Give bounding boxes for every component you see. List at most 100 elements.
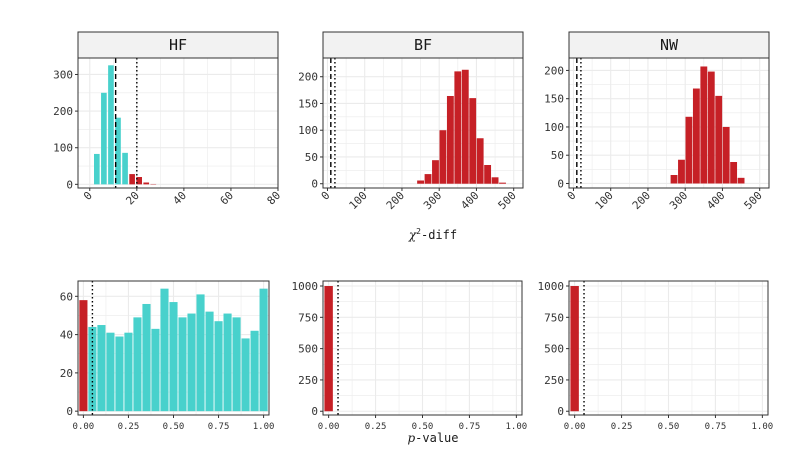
y-tick-label: 50 <box>305 151 318 164</box>
x-tick-label: 0 <box>565 189 579 203</box>
histogram-bar <box>178 317 187 412</box>
x-tick-label: 0 <box>319 189 333 203</box>
histogram-bar <box>461 69 469 184</box>
chi-superscript: 2 <box>416 227 421 236</box>
histogram-bar <box>439 130 447 184</box>
histogram-bar <box>469 98 477 184</box>
histogram-bar <box>122 152 128 185</box>
panel-background <box>323 58 523 188</box>
y-tick-label: 250 <box>544 374 564 387</box>
facet-strip <box>568 31 770 59</box>
histogram-bar <box>722 126 730 184</box>
x-tick-label: 0.00 <box>318 422 340 432</box>
panel-background <box>569 58 769 188</box>
y-tick-label: 300 <box>53 68 73 81</box>
y-tick-label: 750 <box>298 311 318 324</box>
histogram-bar <box>685 116 693 184</box>
y-tick-label: 200 <box>298 71 318 84</box>
x-tick-label: 1.00 <box>752 422 774 432</box>
histogram-bar <box>324 286 333 412</box>
y-tick-label: 60 <box>60 290 73 303</box>
histogram-bar <box>205 311 214 412</box>
y-tick-label: 250 <box>298 374 318 387</box>
x-tick-label: 100 <box>347 189 370 212</box>
panel-bf: BF 0 50 100 150 200 0 100 200 300 400 500 <box>298 31 524 212</box>
x-tick-label: 20 <box>123 189 142 208</box>
panel-border <box>568 57 770 189</box>
y-tick-label: 500 <box>544 343 564 356</box>
histogram-bar <box>196 294 205 412</box>
y-tick-label: 100 <box>544 121 564 134</box>
histogram-bar <box>259 288 268 412</box>
histogram-bar <box>101 92 107 185</box>
histogram-bar <box>187 313 196 412</box>
histogram-bar <box>124 332 133 412</box>
x-tick-label: 1.00 <box>253 422 275 432</box>
x-tick-label: 0.25 <box>118 422 140 432</box>
panel-nw: NW 0 50 100 150 200 0 100 200 300 400 500 <box>544 31 770 212</box>
histogram-bar <box>446 95 454 184</box>
y-tick-label: 200 <box>53 105 73 118</box>
histogram-bar <box>670 175 678 184</box>
x-tick-label: 80 <box>265 189 284 208</box>
facet-strip <box>77 31 279 59</box>
panel-bf-p: 0 250 500 750 1000 0.00 0.25 0.50 0.75 1.00 <box>292 280 528 432</box>
bottom-x-axis-title: p-value <box>407 431 458 445</box>
x-tick-label: 500 <box>742 189 765 212</box>
histogram-bar <box>169 302 178 412</box>
panel-border <box>322 57 524 189</box>
y-tick-label: 200 <box>544 64 564 77</box>
x-tick-label: 500 <box>496 189 519 212</box>
histogram-bar <box>491 177 499 184</box>
x-tick-label: 300 <box>421 189 444 212</box>
x-tick-label: 60 <box>218 189 237 208</box>
x-tick-label: 0.25 <box>611 422 633 432</box>
x-tick-label: 400 <box>458 189 481 212</box>
histogram-bar <box>700 66 708 184</box>
x-tick-label: 0.75 <box>459 422 481 432</box>
histogram-bar <box>115 336 124 412</box>
histogram-bar <box>737 177 745 184</box>
x-tick-label: 0.50 <box>658 422 680 432</box>
x-tick-label: 0.75 <box>208 422 230 432</box>
histogram-bar <box>454 71 462 184</box>
y-tick-label: 150 <box>544 93 564 106</box>
x-tick-label: 400 <box>704 189 727 212</box>
histogram-bar <box>223 313 232 412</box>
histogram-bar <box>106 332 115 412</box>
y-tick-label: 0 <box>557 177 564 190</box>
panel-hf: HF 0 100 200 300 0 20 40 60 80 <box>53 31 284 208</box>
histogram-bar <box>142 303 151 412</box>
histogram-bar <box>250 330 259 412</box>
histogram-bar <box>97 325 106 412</box>
histogram-bar <box>94 153 100 185</box>
x-tick-label: 0.25 <box>365 422 387 432</box>
x-tick-label: 1.00 <box>506 422 528 432</box>
histogram-bar <box>108 65 114 185</box>
histogram-bar <box>692 88 700 184</box>
y-tick-label: 1000 <box>292 280 319 293</box>
chi-symbol: χ <box>408 228 417 242</box>
histogram-bar <box>707 71 715 184</box>
histogram-bar <box>476 138 484 184</box>
y-tick-label: 40 <box>60 329 73 342</box>
histogram-bar <box>424 174 432 184</box>
histogram-bar <box>136 177 142 185</box>
histogram-bar <box>160 288 169 412</box>
y-tick-label: 0 <box>557 405 564 418</box>
y-tick-label: 0 <box>311 178 318 191</box>
histogram-bar <box>151 328 160 412</box>
histogram-bar <box>133 317 142 412</box>
x-tick-label: 0.50 <box>163 422 185 432</box>
x-tick-label: 0.75 <box>705 422 727 432</box>
y-tick-label: 0 <box>66 178 73 191</box>
histogram-bar <box>417 180 425 184</box>
histogram-bar <box>232 317 241 412</box>
chi-suffix: -diff <box>421 228 457 242</box>
x-tick-label: 100 <box>593 189 616 212</box>
histogram-bar <box>79 300 88 412</box>
y-tick-label: 50 <box>551 149 564 162</box>
y-tick-label: 0 <box>66 405 73 418</box>
